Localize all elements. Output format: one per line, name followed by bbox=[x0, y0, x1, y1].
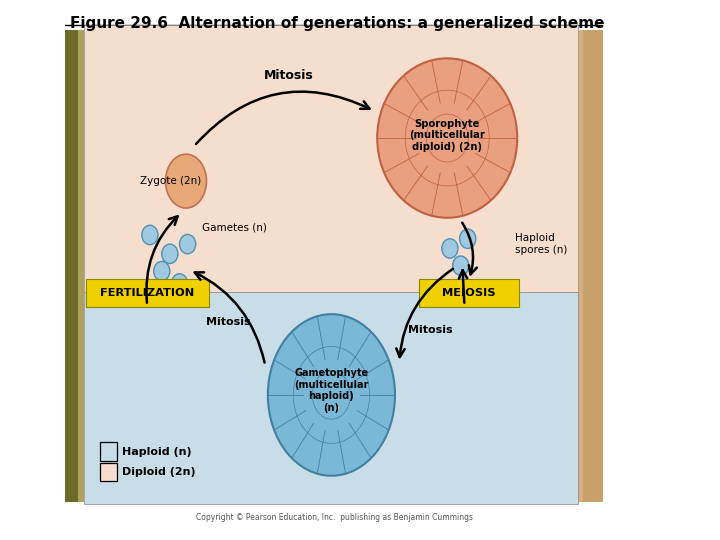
Text: Gametophyte
(multicellular
haploid)
(n): Gametophyte (multicellular haploid) (n) bbox=[294, 368, 369, 413]
FancyBboxPatch shape bbox=[583, 30, 603, 502]
Ellipse shape bbox=[453, 256, 469, 275]
Text: Diploid (2n): Diploid (2n) bbox=[122, 467, 196, 477]
Text: MEIOSIS: MEIOSIS bbox=[442, 288, 495, 298]
Text: Zygote (2n): Zygote (2n) bbox=[140, 176, 202, 186]
Ellipse shape bbox=[268, 314, 395, 476]
Ellipse shape bbox=[166, 154, 207, 208]
Ellipse shape bbox=[377, 58, 517, 218]
FancyBboxPatch shape bbox=[78, 30, 84, 502]
Ellipse shape bbox=[179, 234, 196, 254]
Text: Gametes (n): Gametes (n) bbox=[202, 223, 267, 233]
FancyBboxPatch shape bbox=[86, 279, 209, 307]
Ellipse shape bbox=[142, 225, 158, 245]
Ellipse shape bbox=[153, 261, 170, 281]
Ellipse shape bbox=[459, 229, 476, 248]
Ellipse shape bbox=[171, 274, 188, 293]
Text: Mitosis: Mitosis bbox=[264, 69, 313, 82]
Text: FERTILIZATION: FERTILIZATION bbox=[100, 288, 194, 298]
Ellipse shape bbox=[162, 244, 178, 264]
Text: Haploid (n): Haploid (n) bbox=[122, 447, 192, 456]
Text: Sporophyte
(multicellular
diploid) (2n): Sporophyte (multicellular diploid) (2n) bbox=[409, 119, 485, 152]
Text: Figure 29.6  Alternation of generations: a generalized scheme: Figure 29.6 Alternation of generations: … bbox=[71, 16, 605, 31]
Ellipse shape bbox=[442, 239, 458, 258]
FancyBboxPatch shape bbox=[84, 292, 577, 504]
FancyBboxPatch shape bbox=[84, 25, 577, 292]
FancyBboxPatch shape bbox=[100, 442, 117, 461]
FancyBboxPatch shape bbox=[65, 30, 78, 502]
FancyBboxPatch shape bbox=[100, 463, 117, 481]
Text: Haploid
spores (n): Haploid spores (n) bbox=[515, 233, 567, 255]
FancyBboxPatch shape bbox=[419, 279, 519, 307]
Text: Mitosis: Mitosis bbox=[206, 317, 251, 327]
FancyBboxPatch shape bbox=[577, 30, 583, 502]
Text: Copyright © Pearson Education, Inc.  publishing as Benjamin Cummings: Copyright © Pearson Education, Inc. publ… bbox=[196, 513, 472, 522]
Text: Mitosis: Mitosis bbox=[408, 325, 452, 335]
